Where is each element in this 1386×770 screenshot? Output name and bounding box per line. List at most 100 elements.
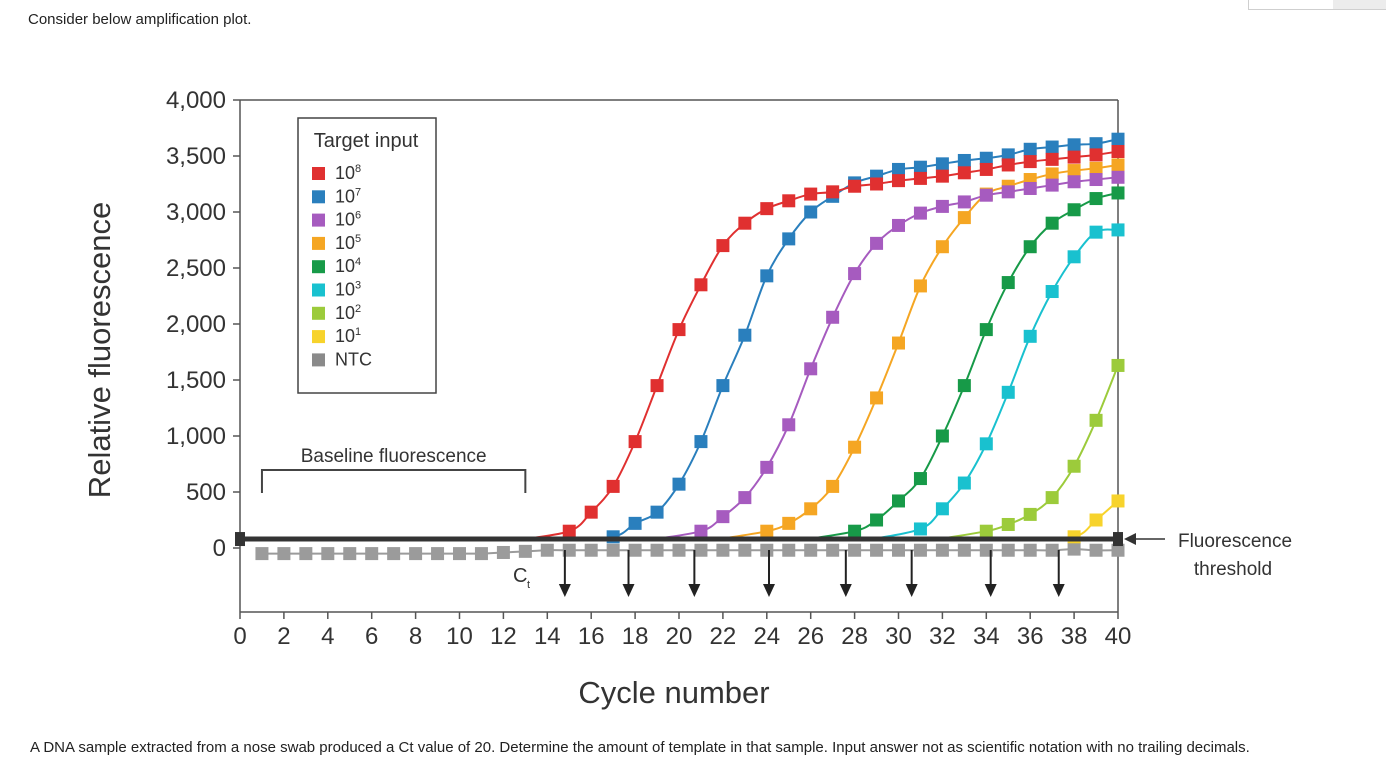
data-point bbox=[892, 162, 905, 176]
data-point bbox=[431, 547, 445, 561]
data-point bbox=[1111, 170, 1125, 184]
amplification-plot: Target input108107106105104103102101NTC … bbox=[82, 87, 1292, 710]
data-point bbox=[1045, 216, 1059, 230]
data-point bbox=[1067, 175, 1081, 189]
x-tick-label: 8 bbox=[409, 623, 422, 650]
data-point bbox=[1023, 240, 1037, 254]
x-axis-label: Cycle number bbox=[578, 675, 769, 710]
x-tick-label: 30 bbox=[885, 623, 912, 650]
legend-label-base: 10 bbox=[335, 186, 355, 206]
ct-arrow-head bbox=[1052, 584, 1065, 597]
x-tick-label: 6 bbox=[365, 623, 378, 650]
data-point bbox=[738, 543, 752, 557]
data-point bbox=[1045, 285, 1059, 299]
data-point bbox=[1089, 192, 1103, 206]
data-point bbox=[848, 440, 862, 454]
threshold-arrow-head bbox=[1124, 533, 1136, 546]
data-point bbox=[453, 547, 466, 561]
data-point bbox=[1089, 148, 1103, 162]
data-point bbox=[628, 543, 642, 557]
data-point bbox=[848, 543, 862, 557]
axes: 0 500 1,000 1,500 2,000 2,500 3,000 3,500 4,000 0… bbox=[82, 87, 1131, 710]
series-1 bbox=[558, 132, 1125, 544]
data-point bbox=[892, 543, 905, 557]
data-point bbox=[892, 174, 905, 188]
x-tick-label: 24 bbox=[753, 623, 780, 650]
data-point bbox=[716, 379, 730, 393]
legend-label-base: 10 bbox=[335, 163, 355, 183]
data-point bbox=[826, 479, 840, 493]
data-point bbox=[870, 391, 884, 405]
ct-label-subscript: t bbox=[527, 579, 530, 591]
series-line bbox=[865, 228, 1119, 542]
data-point bbox=[935, 502, 949, 516]
data-point bbox=[672, 543, 686, 557]
data-point bbox=[979, 162, 993, 176]
data-point bbox=[716, 239, 730, 253]
data-point bbox=[935, 429, 949, 443]
data-point bbox=[957, 166, 971, 180]
x-tick-label: 38 bbox=[1061, 623, 1088, 650]
legend-swatch bbox=[312, 353, 325, 367]
data-point bbox=[760, 269, 774, 283]
data-point bbox=[979, 524, 993, 538]
legend-title: Target input bbox=[314, 130, 419, 152]
data-point bbox=[848, 179, 862, 193]
data-point bbox=[1111, 223, 1125, 237]
data-point bbox=[562, 524, 576, 538]
data-point bbox=[935, 169, 949, 183]
data-point bbox=[1023, 155, 1037, 169]
data-point bbox=[979, 188, 993, 202]
ct-arrow-head bbox=[688, 584, 701, 597]
data-point bbox=[957, 543, 971, 557]
data-point bbox=[738, 216, 752, 230]
y-tick-label: 2,500 bbox=[166, 255, 226, 282]
legend-label: 105 bbox=[335, 233, 361, 253]
legend-label: 104 bbox=[335, 256, 361, 276]
data-point bbox=[935, 543, 949, 557]
data-point bbox=[1067, 150, 1081, 164]
legend-label-base: 10 bbox=[335, 326, 355, 346]
threshold-label: threshold bbox=[1194, 559, 1272, 580]
legend-label: 107 bbox=[335, 186, 361, 206]
data-point bbox=[1111, 543, 1125, 557]
data-point bbox=[979, 323, 993, 337]
y-tick-label: 500 bbox=[186, 479, 226, 506]
series-2 bbox=[645, 170, 1125, 542]
data-point bbox=[1067, 138, 1081, 152]
series-area bbox=[255, 132, 1125, 561]
x-tick-label: 28 bbox=[841, 623, 868, 650]
corner-widget-button[interactable] bbox=[1333, 0, 1386, 9]
data-point bbox=[913, 160, 927, 174]
data-point bbox=[1001, 543, 1015, 557]
data-point bbox=[804, 362, 818, 376]
x-tick-label: 10 bbox=[446, 623, 473, 650]
data-point bbox=[694, 543, 708, 557]
x-tick-label: 16 bbox=[578, 623, 605, 650]
data-point bbox=[804, 205, 818, 219]
data-point bbox=[1001, 185, 1015, 199]
legend-swatch bbox=[312, 213, 325, 227]
data-point bbox=[804, 502, 818, 516]
data-point bbox=[343, 547, 357, 561]
data-point bbox=[716, 543, 730, 557]
data-point bbox=[1111, 132, 1125, 146]
series-6 bbox=[931, 358, 1125, 542]
data-point bbox=[1089, 161, 1103, 175]
baseline-label: Baseline fluorescence bbox=[301, 446, 487, 467]
data-point bbox=[540, 543, 554, 557]
data-point bbox=[979, 151, 993, 165]
data-point bbox=[957, 153, 971, 167]
data-point bbox=[848, 524, 862, 538]
data-point bbox=[1001, 148, 1015, 162]
data-point bbox=[760, 202, 774, 216]
data-point bbox=[760, 543, 774, 557]
data-point bbox=[1067, 250, 1081, 264]
data-point bbox=[1089, 137, 1103, 151]
x-tick-label: 40 bbox=[1105, 623, 1132, 650]
data-point bbox=[979, 437, 993, 451]
data-point bbox=[1089, 225, 1103, 239]
legend-swatch bbox=[312, 260, 325, 274]
data-point bbox=[1089, 173, 1103, 187]
